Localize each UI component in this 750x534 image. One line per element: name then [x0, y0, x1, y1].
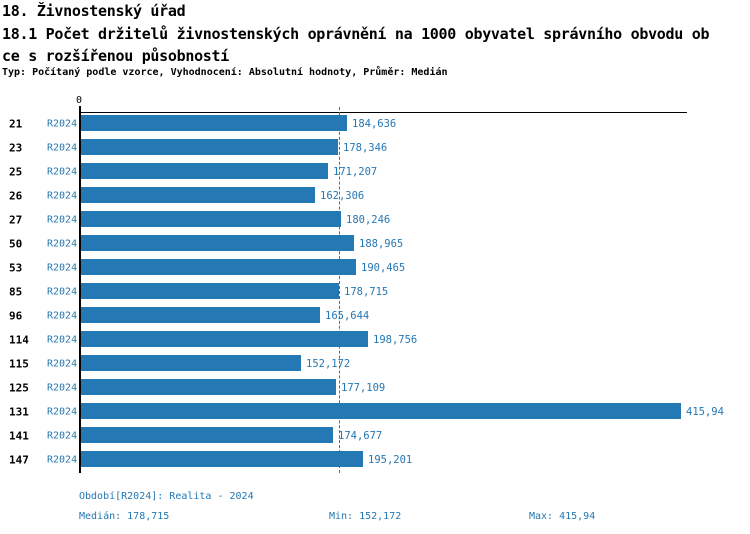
bar-chart-plot-area: 21 R2024 184,636 23 R2024 178,346 25 R2024 171,2…	[0, 112, 750, 472]
y-axis-line	[79, 106, 81, 473]
row-series-label: R2024	[47, 166, 78, 178]
bar	[81, 115, 347, 131]
chart-row: 25 R2024 171,207	[0, 160, 750, 184]
row-series-label: R2024	[47, 262, 78, 274]
chart-row: 115 R2024 152,172	[0, 352, 750, 376]
row-category-label: 115	[9, 357, 29, 371]
row-series-label: R2024	[47, 382, 78, 394]
row-category-label: 27	[9, 213, 23, 227]
bar	[81, 139, 338, 155]
chart-subtitle-line2: ce s rozšířenou působností	[2, 47, 230, 65]
footer-max-stat: Max: 415,94	[529, 511, 596, 522]
x-axis-line	[81, 112, 687, 113]
footer-min-stat: Min: 152,172	[329, 511, 402, 522]
row-category-label: 25	[9, 165, 23, 179]
row-category-label: 23	[9, 141, 23, 155]
bar	[81, 403, 681, 419]
bar-value-label: 415,94	[686, 406, 724, 418]
bar-value-label: 174,677	[338, 430, 383, 442]
row-series-label: R2024	[47, 286, 78, 298]
bar	[81, 379, 336, 395]
bar	[81, 283, 339, 299]
bar-value-label: 198,756	[373, 334, 418, 346]
chart-row: 53 R2024 190,465	[0, 256, 750, 280]
bar	[81, 211, 341, 227]
row-series-label: R2024	[47, 454, 78, 466]
bar-value-label: 177,109	[341, 382, 386, 394]
bar-value-label: 178,346	[343, 142, 388, 154]
bar	[81, 355, 301, 371]
bar	[81, 307, 320, 323]
row-series-label: R2024	[47, 334, 78, 346]
bar	[81, 331, 368, 347]
bar	[81, 187, 315, 203]
row-category-label: 50	[9, 237, 23, 251]
row-category-label: 147	[9, 453, 29, 467]
row-category-label: 85	[9, 285, 23, 299]
row-series-label: R2024	[47, 406, 78, 418]
row-category-label: 125	[9, 381, 29, 395]
bar-value-label: 152,172	[306, 358, 351, 370]
page-title: 18. Živnostenský úřad	[2, 2, 186, 20]
chart-row: 85 R2024 178,715	[0, 280, 750, 304]
footer-median-stat: Medián: 178,715	[79, 511, 170, 522]
chart-subtitle-line1: 18.1 Počet držitelů živnostenských opráv…	[2, 25, 710, 43]
row-series-label: R2024	[47, 214, 78, 226]
chart-row: 26 R2024 162,306	[0, 184, 750, 208]
chart-row: 147 R2024 195,201	[0, 448, 750, 472]
chart-row: 96 R2024 165,644	[0, 304, 750, 328]
row-category-label: 131	[9, 405, 29, 419]
chart-row: 125 R2024 177,109	[0, 376, 750, 400]
footer-period-label: Období[R2024]: Realita - 2024	[79, 491, 254, 502]
bar-value-label: 180,246	[346, 214, 391, 226]
bar-value-label: 188,965	[359, 238, 404, 250]
chart-row: 131 R2024 415,94	[0, 400, 750, 424]
row-series-label: R2024	[47, 118, 78, 130]
row-series-label: R2024	[47, 190, 78, 202]
bar	[81, 451, 363, 467]
median-gridline	[339, 107, 340, 473]
chart-meta-info: Typ: Počítaný podle vzorce, Vyhodnocení:…	[2, 67, 448, 78]
chart-row: 23 R2024 178,346	[0, 136, 750, 160]
bar	[81, 235, 354, 251]
bar-value-label: 171,207	[333, 166, 378, 178]
row-series-label: R2024	[47, 430, 78, 442]
chart-row: 21 R2024 184,636	[0, 112, 750, 136]
bar-value-label: 195,201	[368, 454, 413, 466]
row-category-label: 141	[9, 429, 29, 443]
row-category-label: 114	[9, 333, 29, 347]
row-series-label: R2024	[47, 310, 78, 322]
bar	[81, 163, 328, 179]
chart-row: 27 R2024 180,246	[0, 208, 750, 232]
bar-value-label: 184,636	[352, 118, 397, 130]
bar	[81, 259, 356, 275]
bar	[81, 427, 333, 443]
bar-value-label: 162,306	[320, 190, 365, 202]
row-series-label: R2024	[47, 358, 78, 370]
chart-row: 141 R2024 174,677	[0, 424, 750, 448]
chart-row: 114 R2024 198,756	[0, 328, 750, 352]
bar-value-label: 165,644	[325, 310, 370, 322]
row-series-label: R2024	[47, 142, 78, 154]
bar-value-label: 190,465	[361, 262, 406, 274]
chart-row: 50 R2024 188,965	[0, 232, 750, 256]
row-category-label: 26	[9, 189, 23, 203]
x-axis-zero-tick-label: 0	[76, 95, 83, 106]
row-series-label: R2024	[47, 238, 78, 250]
row-category-label: 96	[9, 309, 23, 323]
bar-value-label: 178,715	[344, 286, 389, 298]
row-category-label: 21	[9, 117, 23, 131]
row-category-label: 53	[9, 261, 23, 275]
